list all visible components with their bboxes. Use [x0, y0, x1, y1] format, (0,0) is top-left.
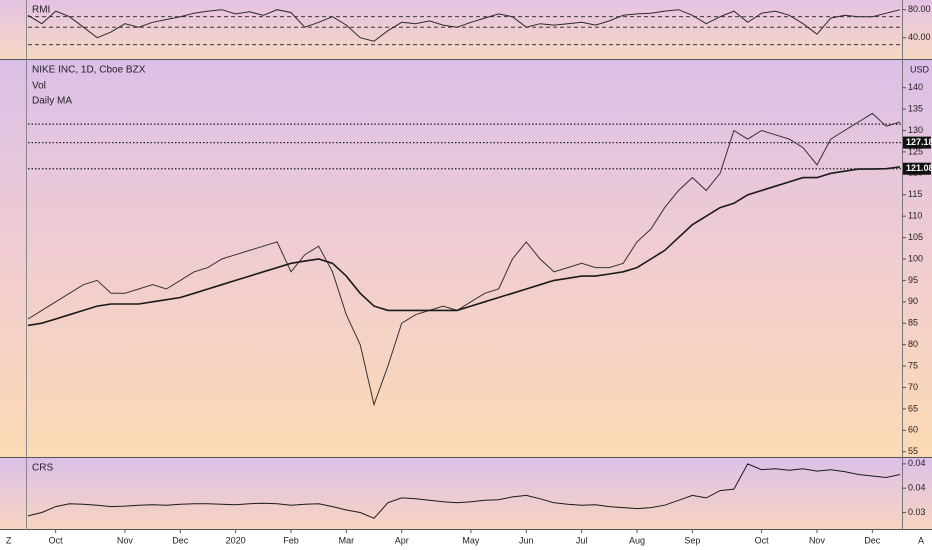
y-tick-label: 115	[908, 189, 922, 199]
x-tick-label: Sep	[684, 535, 700, 545]
y-tick-label: 140	[908, 82, 923, 92]
x-tick-label: Dec	[864, 535, 881, 545]
y-tick-label: 0.04	[908, 458, 926, 468]
currency-label: USD	[910, 64, 930, 74]
level-label: 121.08	[906, 163, 932, 173]
scale-button[interactable]: Z	[6, 535, 12, 545]
y-tick-label: 0.03	[908, 507, 926, 517]
crs-panel	[0, 458, 932, 529]
y-tick-label: 110	[908, 211, 922, 221]
y-tick-label: 0.04	[908, 483, 926, 493]
x-tick-label: Nov	[809, 535, 826, 545]
level-tag	[903, 162, 931, 175]
y-tick-label: 60	[908, 425, 918, 435]
series-line	[27, 463, 901, 519]
x-tick-label: Aug	[629, 535, 645, 545]
y-tick-label: 85	[908, 318, 918, 328]
x-tick-label: Oct	[755, 535, 770, 545]
y-tick-label: 40.00	[908, 32, 931, 42]
y-tick-label: 65	[908, 403, 918, 413]
y-tick-label: 80.00	[908, 4, 931, 14]
y-tick-label: 125	[908, 146, 923, 156]
y-tick-label: 100	[908, 253, 923, 263]
x-tick-label: Oct	[49, 535, 64, 545]
series-line	[27, 112, 901, 407]
x-tick-label: Jun	[519, 535, 534, 545]
y-tick-label: 135	[908, 103, 923, 113]
rmi-panel	[0, 0, 932, 59]
y-tick-label: 55	[908, 446, 918, 456]
rmi-title: RMI	[32, 5, 50, 16]
indicator-label: Daily MA	[32, 96, 72, 107]
x-tick-label: Mar	[339, 535, 355, 545]
crs-title: CRS	[32, 463, 53, 474]
y-tick-label: 75	[908, 360, 918, 370]
x-tick-label: May	[462, 535, 480, 545]
y-tick-label: 90	[908, 296, 918, 306]
x-tick-label: 2020	[226, 535, 246, 545]
y-tick-label: 95	[908, 275, 918, 285]
price-panel	[0, 60, 932, 457]
level-tag	[903, 136, 931, 149]
series-line	[27, 9, 901, 42]
level-label: 127.18	[906, 137, 932, 147]
x-tick-label: Feb	[283, 535, 299, 545]
y-tick-label: 105	[908, 232, 923, 242]
y-tick-label: 130	[908, 125, 923, 135]
series-line	[27, 166, 901, 327]
y-tick-label: 80	[908, 339, 918, 349]
price-title: NIKE INC, 1D, Cboe BZX	[32, 65, 146, 76]
auto-button[interactable]: A	[918, 535, 924, 545]
indicator-label: Vol	[32, 81, 46, 92]
y-tick-label: 70	[908, 382, 918, 392]
x-tick-label: Apr	[395, 535, 409, 545]
x-tick-label: Jul	[576, 535, 588, 545]
x-tick-label: Nov	[117, 535, 134, 545]
x-tick-label: Dec	[172, 535, 189, 545]
